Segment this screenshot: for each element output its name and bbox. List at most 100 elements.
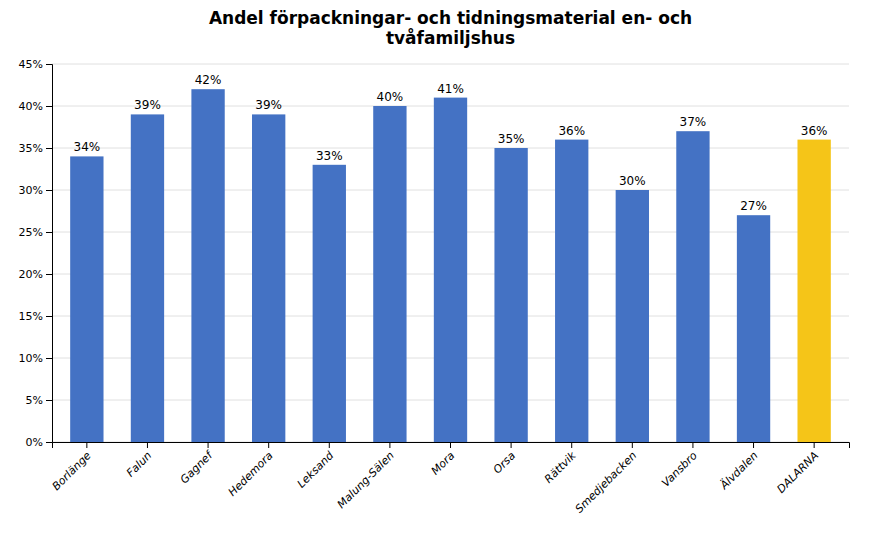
tick-label: 25% — [19, 226, 43, 239]
data-label: 42% — [195, 73, 222, 87]
data-label: 41% — [437, 82, 464, 96]
y-tick: 30% — [19, 184, 52, 197]
y-axis: 0% 5% 10% 15% 20% 25% 30% 35% 40% 45% — [19, 58, 53, 449]
tick-label: Smedjebacken — [573, 449, 640, 516]
tick-mark — [208, 442, 209, 448]
tick-mark — [46, 148, 52, 149]
x-tick: Smedjebacken — [573, 442, 640, 516]
bars — [70, 89, 831, 442]
bar — [555, 140, 588, 442]
y-tick: 25% — [19, 226, 52, 239]
bar — [131, 114, 164, 442]
tick-label: Leksand — [295, 448, 337, 490]
bar — [373, 106, 406, 442]
grid-line — [52, 64, 849, 65]
x-tick: Gagnef — [178, 442, 217, 486]
tick-mark — [329, 442, 330, 448]
x-tick: Älvdalen — [717, 442, 761, 493]
tick-mark — [46, 442, 52, 443]
data-label: 39% — [255, 98, 282, 112]
tick-label: 15% — [19, 310, 43, 323]
tick-mark — [632, 442, 633, 448]
tick-label: Borlänge — [50, 449, 94, 493]
data-label: 27% — [740, 199, 767, 213]
grid — [52, 64, 849, 442]
bar — [676, 131, 709, 442]
data-label: 33% — [316, 149, 343, 163]
x-tick: DALARNA — [774, 442, 821, 496]
y-tick: 10% — [19, 352, 52, 365]
tick-label: 45% — [19, 58, 43, 71]
data-label: 40% — [377, 90, 404, 104]
x-tick: Mora — [429, 442, 458, 478]
x-tick: Orsa — [491, 442, 519, 476]
bar — [252, 114, 285, 442]
tick-label: Mora — [429, 449, 458, 478]
bar — [616, 190, 649, 442]
axis-line — [53, 443, 850, 449]
tick-label: Hedemora — [226, 449, 276, 499]
x-tick: Borlänge — [50, 442, 94, 493]
tick-label: 0% — [26, 436, 43, 449]
bar — [70, 156, 103, 442]
tick-label: Vansbro — [659, 449, 700, 490]
title: Andel förpackningar- och tidningsmateria… — [209, 8, 692, 48]
x-tick: Vansbro — [659, 442, 700, 490]
tick-mark — [814, 442, 815, 448]
tick-label: Orsa — [491, 449, 519, 477]
y-tick: 40% — [19, 100, 52, 113]
x-tick: Leksand — [295, 442, 337, 491]
tick-label: Gagnef — [178, 448, 217, 487]
tick-label: 10% — [19, 352, 43, 365]
tick-mark — [46, 400, 52, 401]
tick-mark — [46, 190, 52, 191]
tick-mark — [268, 442, 269, 448]
tick-label: Falun — [124, 449, 154, 479]
data-label: 37% — [680, 115, 707, 129]
tick-label: 5% — [26, 394, 43, 407]
tick-mark — [46, 274, 52, 275]
data-label: 36% — [558, 124, 585, 138]
y-tick: 5% — [26, 394, 52, 407]
bar — [313, 165, 346, 442]
tick-label: Rättvik — [542, 449, 579, 486]
y-tick: 35% — [19, 142, 52, 155]
tick-mark — [571, 442, 572, 448]
chart: Andel förpackningar- och tidningsmateria… — [0, 0, 873, 538]
tick-mark — [46, 106, 52, 107]
tick-label: 20% — [19, 268, 43, 281]
plot: 0% 5% 10% 15% 20% 25% 30% 35% 40% 45% Borlänge Falu… — [19, 58, 850, 516]
tick-label: Älvdalen — [717, 449, 761, 493]
bar — [797, 140, 830, 442]
bar — [191, 89, 224, 442]
tick-mark — [147, 442, 148, 448]
bar — [737, 215, 770, 442]
data-labels: 34%39%42%39%33%40%41%35%36%30%37%27%36% — [74, 73, 828, 213]
tick-label: Malung-Sälen — [335, 449, 397, 511]
x-tick: Rättvik — [542, 442, 579, 486]
data-label: 35% — [498, 132, 525, 146]
bar — [494, 148, 527, 442]
tick-label: 30% — [19, 184, 43, 197]
data-label: 34% — [74, 140, 101, 154]
tick-label: DALARNA — [774, 449, 821, 496]
x-tick: Malung-Sälen — [335, 442, 397, 511]
tick-mark — [450, 442, 451, 448]
tick-label: 40% — [19, 100, 43, 113]
x-axis: Borlänge Falun GagnefHedemora LeksandMalung… — [50, 442, 850, 516]
bar — [434, 98, 467, 442]
tick-mark — [86, 442, 87, 448]
y-tick: 0% — [26, 436, 52, 449]
tick-mark — [46, 358, 52, 359]
y-tick: 45% — [19, 58, 52, 71]
x-tick: Hedemora — [226, 442, 276, 499]
tick-mark — [692, 442, 693, 448]
tick-mark — [46, 316, 52, 317]
tick-mark — [46, 232, 52, 233]
tick-mark — [511, 442, 512, 448]
tick-mark — [389, 442, 390, 448]
tick-mark — [753, 442, 754, 448]
y-tick: 20% — [19, 268, 52, 281]
tick-label: 35% — [19, 142, 43, 155]
axis-line — [46, 65, 53, 443]
